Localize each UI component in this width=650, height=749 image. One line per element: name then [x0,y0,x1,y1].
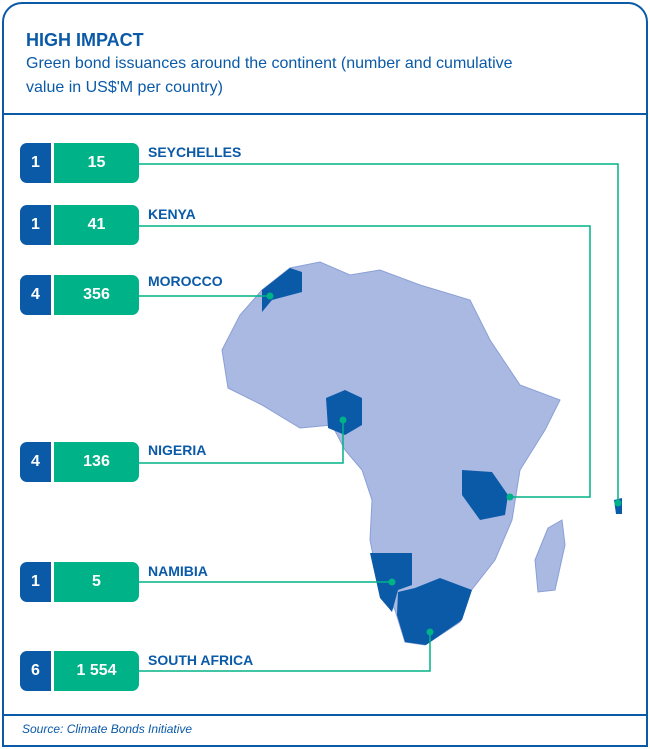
madagascar [534,519,566,593]
source-note: Source: Climate Bonds Initiative [22,722,193,736]
issuance-count: 1 [20,143,51,183]
issuance-value: 15 [54,143,139,183]
country-label: NAMIBIA [148,563,208,579]
issuance-value: 41 [54,205,139,245]
page-title: HIGH IMPACT [26,30,144,50]
connector-nigeria [138,420,344,464]
issuance-count: 4 [20,275,51,315]
country-label: SEYCHELLES [148,144,242,160]
connector-lines [138,163,619,672]
issuance-value: 136 [54,442,139,482]
issuance-count: 1 [20,562,51,602]
country-label: MOROCCO [148,273,223,289]
connector-seychelles [138,163,619,503]
region-morocco [262,268,302,312]
country-label: SOUTH AFRICA [148,652,254,668]
issuance-value: 1 554 [54,651,139,691]
dot-nigeria [339,416,347,424]
connector-dots [266,292,622,636]
badge-seychelles: 1 15 [20,143,140,183]
country-label: NIGERIA [148,442,207,458]
connector-kenya [138,225,591,498]
dot-namibia [388,578,396,586]
issuance-value: 5 [54,562,139,602]
region-south-africa [397,578,472,645]
issuance-count: 1 [20,205,51,245]
badge-kenya: 1 41 [20,205,140,245]
issuance-count: 4 [20,442,51,482]
header: HIGH IMPACT Green bond issuances around … [4,4,646,115]
region-nigeria [326,390,362,435]
country-label: KENYA [148,206,196,222]
dot-seychelles [614,499,622,507]
dot-south-africa [426,628,434,636]
region-tanzania [462,470,508,520]
issuance-value: 356 [54,275,139,315]
connector-south-africa [138,632,431,672]
page-subtitle: Green bond issuances around the continen… [26,55,513,96]
africa-continent [221,261,561,646]
badge-nigeria: 4 136 [20,442,140,482]
footer-divider [4,714,646,716]
badge-morocco: 4 356 [20,275,140,315]
dot-morocco [266,292,274,300]
issuance-count: 6 [20,651,51,691]
dot-kenya [506,493,514,501]
